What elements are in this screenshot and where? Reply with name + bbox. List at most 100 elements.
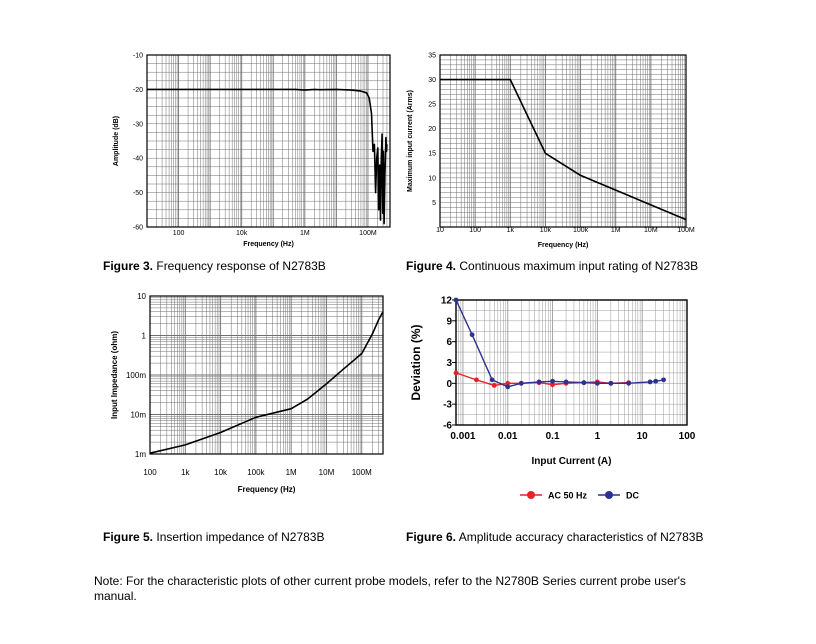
data-point [489, 377, 495, 383]
y-tick-label: -3 [443, 400, 452, 411]
y-tick-label: 1 [142, 331, 147, 340]
y-tick-label: -30 [133, 121, 143, 128]
data-point [581, 380, 587, 386]
x-tick-label: 100 [173, 230, 185, 237]
y-axis-label: Deviation (%) [409, 324, 423, 400]
legend-entry: AC 50 Hz [548, 491, 588, 501]
data-point [608, 380, 614, 386]
x-axis-label: Frequency (Hz) [243, 241, 294, 248]
figure-3-text: Frequency response of N2783B [156, 259, 326, 273]
series-line-0 [440, 78, 687, 221]
x-tick-label: 100M [352, 468, 372, 477]
figure-4-caption: Figure 4. Continuous maximum input ratin… [406, 259, 698, 273]
chart-fig5: 100 1k 10k 100k 1M 10M 100M 1m 10m 100m 1 10 Frequen… [110, 292, 384, 494]
x-tick-label: 0.01 [498, 431, 518, 442]
data-point [661, 377, 666, 383]
figure-6-label: Figure 6. [406, 530, 457, 544]
data-point [563, 379, 569, 385]
x-tick-label: 1k [181, 468, 190, 477]
chart-fig6: 0.001 0.01 0.1 1 10 100 12 9 6 3 0 -3 -6 Input Curren… [409, 296, 696, 501]
x-tick-label: 1M [286, 468, 297, 477]
y-tick-label: 5 [432, 200, 436, 207]
y-axis-label: Maximum input current (Arms) [407, 90, 414, 192]
x-tick-label: 0.1 [546, 431, 560, 442]
x-tick-label: 100k [247, 468, 265, 477]
figure-6-caption: Figure 6. Amplitude accuracy characteris… [406, 530, 703, 544]
data-point [536, 379, 542, 385]
plot-frame [439, 54, 687, 228]
figure-6-text: Amplitude accuracy characteristics of N2… [458, 530, 704, 544]
data-point [653, 378, 659, 384]
y-tick-label: 3 [446, 358, 452, 369]
y-axis-label: Amplitude (dB) [113, 116, 120, 166]
data-point [505, 384, 511, 390]
series-line-0 [147, 88, 388, 225]
x-tick-label: 1M [611, 227, 621, 234]
y-tick-label: 10 [137, 292, 146, 301]
y-tick-label: 35 [428, 52, 436, 59]
chart-fig4: 10 100 1k 10k 100k 1M 10M 100M 5 10 15 20 25 30 35 Freq… [407, 52, 695, 249]
y-tick-label: 6 [446, 337, 452, 348]
figure-4-label: Figure 4. [406, 259, 457, 273]
plot-frame [146, 54, 391, 228]
y-tick-label: -50 [133, 190, 143, 197]
legend-marker [527, 491, 535, 499]
y-tick-label: 30 [428, 77, 436, 84]
y-axis-label: Input Impedance (ohm) [110, 331, 119, 419]
data-point [453, 297, 459, 303]
figure-5-text: Insertion impedance of N2783B [156, 530, 325, 544]
x-tick-label: 10 [637, 431, 649, 442]
data-point [550, 378, 555, 384]
x-tick-label: 0.001 [450, 431, 475, 442]
x-tick-label: 1k [507, 227, 515, 234]
y-tick-label: 20 [428, 126, 436, 133]
x-tick-label: 1 [595, 431, 601, 442]
x-axis-label: Input Current (A) [532, 456, 612, 467]
y-tick-label: 100m [126, 371, 146, 380]
y-tick-label: -40 [133, 156, 143, 163]
y-tick-label: -20 [133, 87, 143, 94]
legend-marker [605, 491, 613, 499]
figure-5-label: Figure 5. [103, 530, 154, 544]
data-point [550, 382, 555, 388]
data-point [469, 332, 475, 338]
x-tick-label: 10k [540, 227, 552, 234]
x-tick-label: 10M [319, 468, 335, 477]
figure-3-caption: Figure 3. Frequency response of N2783B [103, 259, 326, 273]
data-point [474, 377, 479, 383]
y-tick-label: -6 [443, 421, 452, 432]
figure-4-text: Continuous maximum input rating of N2783… [459, 259, 699, 273]
y-tick-label: 10 [428, 175, 436, 182]
footnote: Note: For the characteristic plots of ot… [94, 574, 686, 603]
figure-3-label: Figure 3. [103, 259, 154, 273]
y-tick-label: -10 [133, 52, 143, 59]
y-tick-label: 12 [441, 296, 453, 307]
data-point [505, 380, 511, 386]
x-tick-label: 1M [300, 230, 310, 237]
legend-entry: DC [626, 491, 639, 501]
y-tick-label: 10m [130, 410, 146, 419]
data-point [626, 380, 632, 386]
plot-frame [149, 295, 384, 455]
figure-5-caption: Figure 5. Insertion impedance of N2783B [103, 530, 324, 544]
x-tick-label: 100 [143, 468, 157, 477]
data-point [453, 370, 459, 376]
chart-fig3: 100 10k 1M 100M -10 -20 -30 -40 -50 -60 Frequency … [113, 52, 391, 248]
x-tick-label: 10M [644, 227, 658, 234]
y-tick-label: 15 [428, 151, 436, 158]
x-tick-label: 100 [469, 227, 481, 234]
data-point [518, 380, 524, 386]
x-tick-label: 100 [679, 431, 696, 442]
x-tick-label: 100M [359, 230, 377, 237]
data-point [594, 380, 600, 386]
x-tick-label: 10 [436, 227, 444, 234]
x-tick-label: 10k [214, 468, 228, 477]
x-axis-label: Frequency (Hz) [538, 242, 589, 249]
x-tick-label: 10k [236, 230, 248, 237]
y-tick-label: -60 [133, 224, 143, 231]
x-tick-label: 100k [573, 227, 589, 234]
data-point [647, 379, 653, 385]
y-tick-label: 9 [446, 316, 452, 327]
x-tick-label: 100M [677, 227, 695, 234]
